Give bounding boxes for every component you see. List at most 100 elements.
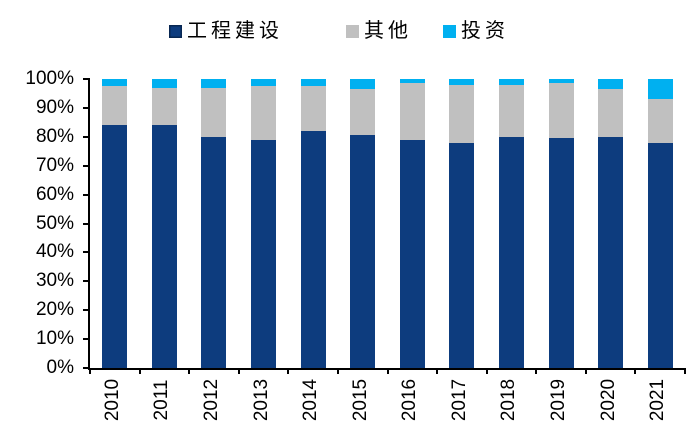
bar-2016 [399,79,425,368]
bar-2018-segment-investment [498,79,524,85]
x-tick-1 [138,368,141,374]
legend-label-other: 其他 [364,20,412,42]
x-tick-label-2021: 2021 [647,378,669,422]
bar-2021-segment-investment [647,79,673,100]
bar-2011-segment-investment [151,79,177,88]
x-tick-0 [89,368,91,374]
y-tick-label-60%: 60% [35,183,74,205]
x-tick-label-2015: 2015 [349,378,371,422]
y-tick-label-100%: 100% [25,68,74,89]
y-tick-100% [83,78,90,80]
x-axis-labels: 2010 2011 2012 2013 2014 2015 2016 2017 2018 2019… [88,368,683,436]
bar-2019-segment-investment [548,79,574,84]
x-tick-3 [237,368,240,374]
x-tick-label-2013: 2013 [250,378,272,422]
y-tick-40% [83,251,90,254]
y-tick-label-50%: 50% [35,212,74,234]
y-axis-labels: 0% 10% 20% 30% 40% 50% 60% 70% 80% 90% 100% [0,69,74,378]
bar-2017 [449,79,475,368]
y-tick-90% [83,106,90,109]
bar-2020-segment-other [598,89,624,137]
bar-2015-segment-other [350,89,376,136]
bar-2010 [102,79,128,368]
bar-2010-segment-investment [102,79,128,87]
x-tick-label-2020: 2020 [597,378,619,422]
bar-2012 [201,79,227,368]
legend-marker-investment [443,24,456,38]
bar-2015-segment-construction [350,135,376,368]
legend-label-construction: 工程建设 [187,20,283,42]
bar-2014-segment-investment [300,79,326,87]
bar-2018-segment-construction [498,136,524,368]
bar-2013-segment-construction [251,139,277,368]
y-tick-label-30%: 30% [35,270,74,292]
bar-2011-segment-other [151,87,177,126]
y-tick-30% [83,280,90,283]
bar-2019-segment-other [548,83,574,139]
bar-2015 [350,79,376,368]
bar-2013 [251,79,277,368]
bar-2010-segment-other [102,86,128,126]
bar-2019 [548,79,574,368]
legend-marker-other [346,24,359,38]
bar-2013-segment-investment [251,79,277,87]
y-tick-50% [83,222,90,225]
bar-2016-segment-investment [399,79,425,84]
x-tick-label-2018: 2018 [498,378,520,422]
bar-2017-segment-investment [449,79,475,85]
legend-item-construction: 工程建设 [169,18,283,44]
x-tick-6 [386,368,389,374]
bar-2013-segment-other [251,86,277,140]
x-tick-9 [535,368,538,374]
x-tick-8 [485,368,488,374]
y-tick-label-40%: 40% [35,241,74,263]
bar-2021-segment-construction [647,142,673,368]
x-tick-label-2016: 2016 [399,378,421,422]
y-tick-label-0%: 0% [46,357,74,378]
x-tick-12 [684,368,686,374]
y-tick-80% [83,135,90,138]
x-tick-10 [584,368,587,374]
legend: 工程建设 其他 投资 [0,18,700,46]
y-tick-10% [83,338,90,341]
legend-marker-construction [169,24,182,38]
bar-2011-segment-construction [151,125,177,368]
x-tick-7 [436,368,439,374]
x-tick-label-2010: 2010 [101,378,123,422]
legend-label-investment: 投资 [461,20,509,42]
bar-2019-segment-construction [548,138,574,368]
x-tick-label-2019: 2019 [548,378,570,422]
bar-2017-segment-other [449,84,475,143]
bar-2017-segment-construction [449,142,475,368]
legend-item-other: 其他 [346,18,412,44]
plot-area [83,78,686,374]
bar-2020-segment-construction [598,136,624,368]
x-tick-label-2017: 2017 [448,378,470,422]
legend-item-investment: 投资 [443,18,509,44]
bar-2016-segment-other [399,83,425,140]
bar-2018 [498,79,524,368]
bar-2016-segment-construction [399,139,425,368]
bar-2020 [598,79,624,368]
bar-2012-segment-construction [201,136,227,368]
x-tick-2 [188,368,191,374]
bar-2014-segment-other [300,86,326,132]
x-tick-label-2012: 2012 [200,378,222,422]
bar-2021-segment-other [647,99,673,143]
bar-2018-segment-other [498,84,524,137]
y-tick-20% [83,309,90,312]
bar-2010-segment-construction [102,125,128,368]
bar-2015-segment-investment [350,79,376,90]
x-tick-4 [287,368,290,374]
y-tick-0% [83,367,90,369]
x-tick-label-2011: 2011 [151,379,173,421]
y-tick-label-20%: 20% [35,299,74,321]
bar-2011 [151,79,177,368]
y-tick-label-80%: 80% [35,125,74,147]
y-tick-70% [83,164,90,167]
y-tick-label-90%: 90% [35,96,74,118]
x-tick-label-2014: 2014 [300,378,322,422]
bar-2012-segment-other [201,87,227,137]
x-tick-11 [634,368,637,374]
